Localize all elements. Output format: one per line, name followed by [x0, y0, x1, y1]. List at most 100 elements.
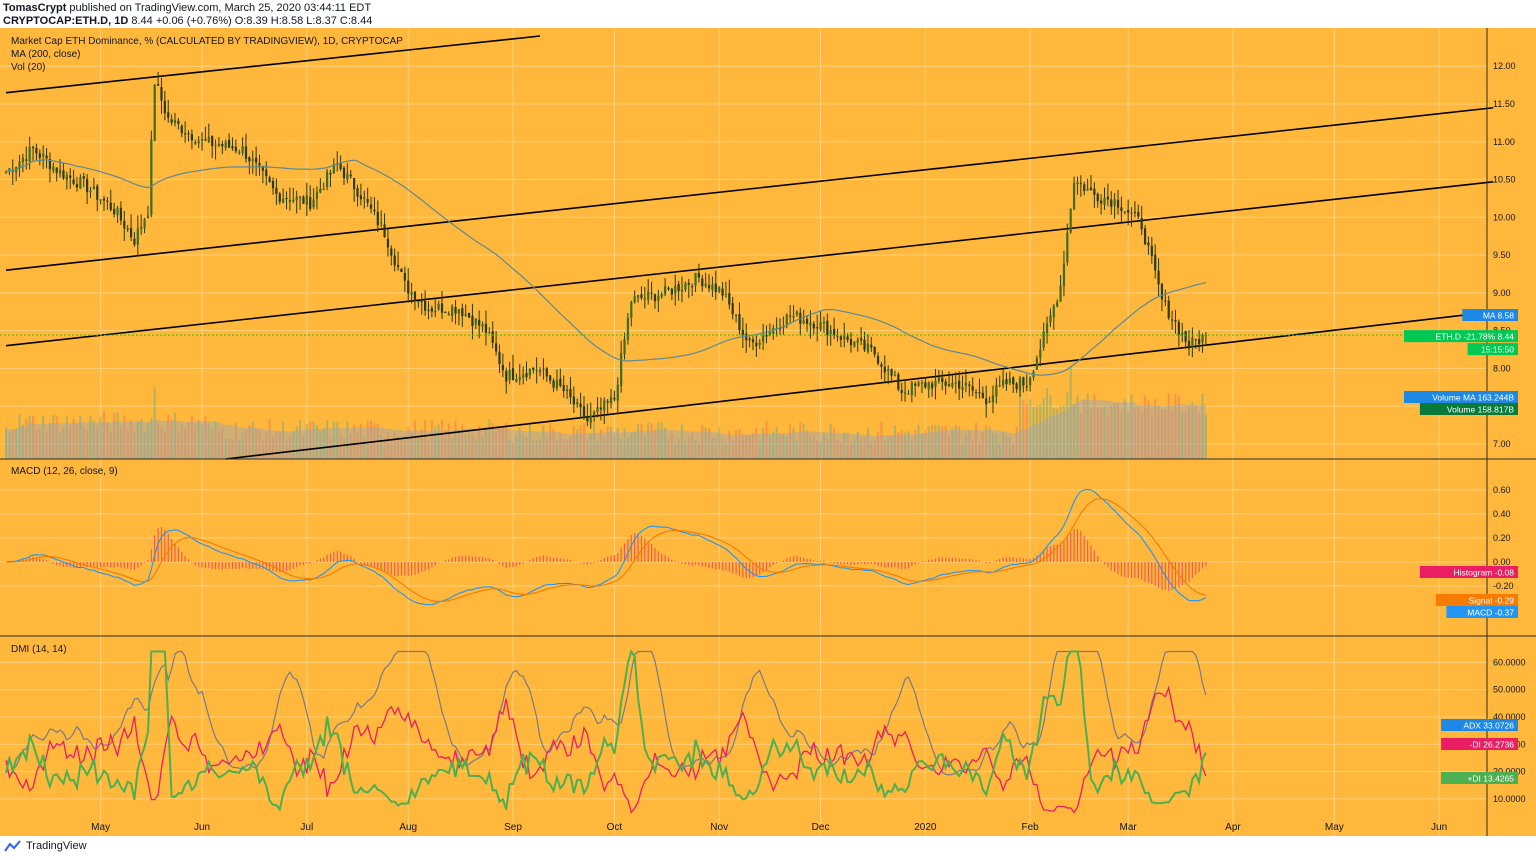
volume-bar	[451, 438, 454, 459]
publication-info: TomasCrypt published on TradingView.com,…	[3, 2, 371, 15]
candle-body	[488, 332, 491, 334]
candle-body	[1198, 338, 1201, 345]
volume-bar	[937, 425, 940, 459]
candle-body	[674, 285, 677, 294]
candle-body	[1137, 211, 1140, 217]
volume-bar	[582, 423, 585, 459]
candle-body	[920, 382, 924, 384]
volume-bar	[48, 422, 51, 459]
volume-bar	[1100, 408, 1103, 459]
candle-body	[1089, 187, 1093, 190]
candle-body	[21, 157, 24, 163]
candle-body	[890, 368, 893, 376]
candle-body	[1184, 330, 1187, 342]
dmi-pane	[5, 649, 1207, 814]
candle-body	[369, 204, 373, 209]
volume-bar	[140, 419, 143, 459]
histogram-label: Histogram -0.08	[1419, 566, 1518, 578]
volume-bar	[461, 424, 464, 459]
volume-bar	[35, 429, 38, 459]
volume-bar	[711, 437, 714, 459]
candle-body	[184, 133, 187, 135]
candle-body	[789, 315, 792, 317]
interval-label: , 1D	[108, 15, 129, 27]
volume-bar	[1089, 408, 1092, 459]
volume-bar	[339, 434, 342, 459]
candle-body	[464, 313, 467, 316]
candle-body	[123, 220, 126, 229]
signal-label-bg	[1435, 594, 1518, 606]
volume-bar	[1171, 411, 1174, 459]
macd-legend[interactable]: MACD (12, 26, close, 9)	[11, 466, 118, 477]
minus-di-label-text: -DI 26.2736	[1470, 740, 1515, 750]
candle-body	[167, 112, 170, 118]
volume-bar	[1130, 395, 1133, 459]
volume-bar	[471, 434, 474, 459]
candle-body	[762, 335, 765, 342]
volume-bar	[116, 412, 119, 459]
candle-body	[295, 196, 298, 201]
volume-bar	[143, 431, 146, 459]
candle-body	[931, 383, 934, 389]
candle-body	[285, 198, 288, 200]
candle-body	[238, 152, 241, 154]
volume-bar	[447, 423, 450, 459]
volume-bar	[1177, 396, 1180, 459]
volume-bar	[870, 441, 873, 459]
volume-bar	[299, 420, 302, 459]
volume-bar	[201, 425, 204, 459]
symbol-name[interactable]: CRYPTOCAP:ETH.D	[3, 15, 109, 27]
volume-bar	[99, 416, 102, 459]
candle-body	[359, 195, 362, 200]
volume-bar	[126, 429, 129, 459]
candle-body	[217, 144, 221, 146]
candle-body	[440, 303, 444, 313]
candle-body	[89, 190, 92, 193]
ma-legend[interactable]: MA (200, close)	[11, 49, 80, 60]
candle-body	[1174, 319, 1177, 322]
volume-bar	[650, 423, 653, 459]
volume-bar	[1025, 403, 1028, 459]
tradingview-logo[interactable]: TradingView	[4, 840, 87, 852]
volume-bar	[177, 432, 180, 459]
candle-body	[941, 377, 944, 382]
candle-body	[501, 364, 504, 371]
volume-bar	[305, 424, 308, 459]
candle-body	[400, 268, 403, 272]
last-price-label: ETH.D -21.78% 8.44	[1404, 330, 1518, 343]
candle-body	[927, 382, 930, 390]
candle-body	[292, 199, 295, 202]
chart-canvas[interactable]: May Jun Jul Aug Sep Oct Nov Dec 2020 Feb Mar Apr May…	[0, 28, 1536, 836]
signal-line	[5, 498, 1206, 602]
volume-bar	[410, 432, 413, 459]
candle-body	[758, 342, 761, 345]
volume-label-text: Volume 158.817B	[1447, 405, 1514, 415]
volume-bar	[292, 431, 295, 459]
adx-label: ADX 33.0726	[1441, 719, 1518, 731]
candle-body	[194, 142, 197, 144]
volume-bar	[991, 432, 994, 459]
volume-ma-label-text: Volume MA 163.244B	[1432, 393, 1514, 403]
candle-body	[620, 352, 623, 387]
candle-body	[234, 146, 237, 152]
trendline-3	[225, 310, 1494, 460]
candle-body	[552, 380, 555, 388]
y-tick-label: 12.00	[1493, 61, 1516, 71]
volume-bar	[454, 420, 457, 459]
volume-bar	[1123, 399, 1126, 459]
candle-body	[795, 311, 799, 315]
dmi-legend[interactable]: DMI (14, 14)	[11, 644, 67, 655]
vol-legend[interactable]: Vol (20)	[11, 62, 45, 73]
candle-body	[515, 379, 518, 382]
candle-body	[1201, 334, 1204, 343]
candle-body	[261, 166, 264, 171]
volume-bar	[616, 427, 619, 459]
candle-body	[707, 285, 711, 289]
volume-bar	[681, 424, 683, 459]
x-tick-label: May	[91, 822, 110, 833]
volume-bar	[988, 426, 991, 459]
candle-body	[853, 341, 856, 347]
author-name[interactable]: TomasCrypt	[3, 2, 67, 14]
volume-bar	[1059, 406, 1062, 459]
candle-body	[508, 369, 511, 381]
